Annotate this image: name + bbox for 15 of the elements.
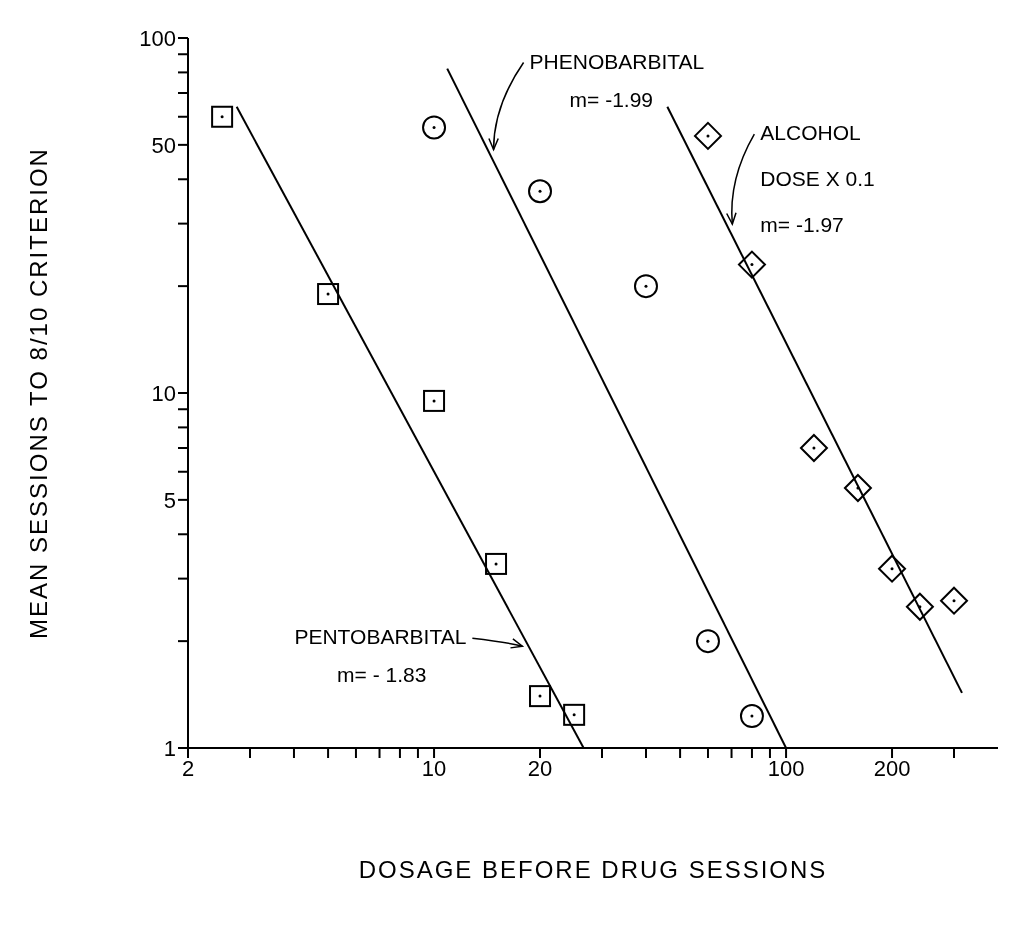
x-tick-label: 20 [527,755,553,781]
x-tick-label: 2 [181,755,195,781]
y-tick-label: 100 [139,25,176,51]
x-tick-label: 200 [873,755,911,781]
annotation: PENTOBARBITAL m= - 1.83 [294,625,467,687]
x-tick-label: 100 [767,755,805,781]
x-axis-title: DOSAGE BEFORE DRUG SESSIONS [358,856,828,883]
x-tick-label: 10 [421,755,447,781]
y-tick-label: 5 [163,487,176,513]
y-axis-title: MEAN SESSIONS TO 8/10 CRITERION [24,147,52,639]
annotation: ALCOHOL DOSE X 0.1 m= -1.97 [760,121,875,237]
y-tick-label: 1 [163,735,176,761]
y-tick-label: 50 [151,132,176,158]
y-tick-label: 10 [151,380,176,406]
annotation: PHENOBARBITAL m= -1.99 [529,49,705,111]
